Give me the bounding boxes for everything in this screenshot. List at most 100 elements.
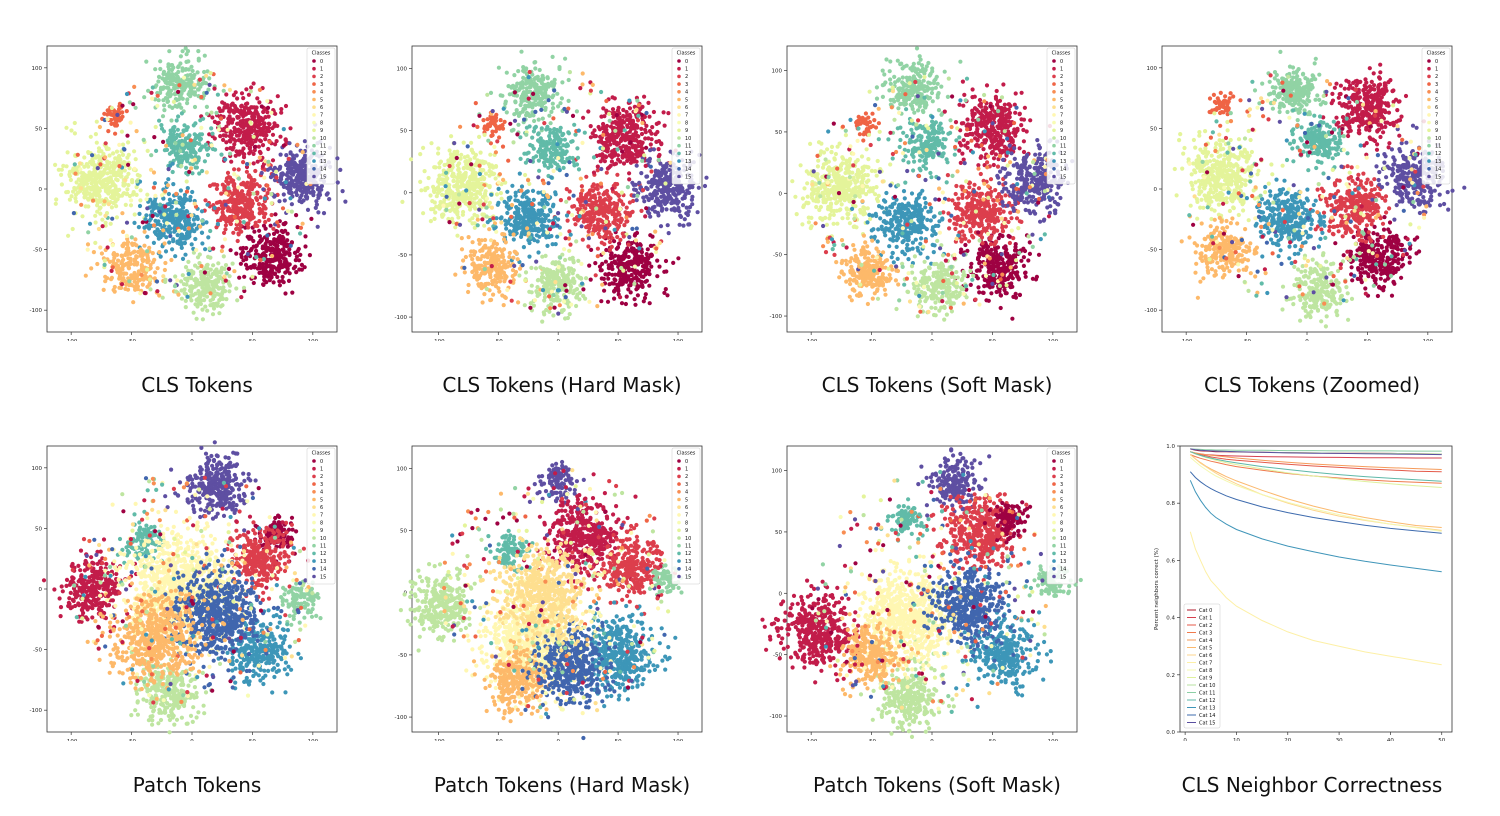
scatter-point — [122, 242, 126, 246]
scatter-point — [249, 215, 253, 219]
scatter-point — [279, 111, 283, 115]
scatter-point — [631, 210, 635, 214]
scatter-point — [536, 75, 540, 79]
legend-label: 15 — [320, 174, 326, 180]
scatter-point — [614, 214, 618, 218]
scatter-point — [654, 199, 658, 203]
scatter-point — [520, 80, 524, 84]
scatter-point — [519, 84, 523, 88]
scatter-point — [188, 90, 192, 94]
scatter-point — [157, 119, 161, 123]
scatter-point — [616, 122, 620, 126]
scatter-point — [232, 269, 236, 273]
scatter-point — [117, 286, 121, 290]
scatter-point — [263, 137, 267, 141]
scatter-point — [95, 174, 99, 178]
scatter-point — [72, 211, 76, 215]
scatter-point — [264, 206, 268, 210]
scatter-point — [239, 295, 243, 299]
scatter-point — [170, 216, 174, 220]
scatter-point — [624, 144, 628, 148]
scatter-point — [193, 132, 197, 136]
scatter-point — [200, 241, 204, 245]
scatter-point — [559, 126, 563, 130]
scatter-point — [455, 234, 459, 238]
scatter-point — [262, 176, 266, 180]
scatter-point — [183, 291, 187, 295]
scatter-point — [290, 160, 294, 164]
scatter-point — [184, 166, 188, 170]
scatter-point — [245, 266, 249, 270]
scatter-point — [166, 177, 170, 181]
scatter-point — [270, 246, 274, 250]
scatter-point — [523, 104, 527, 108]
scatter-point — [532, 119, 536, 123]
scatter-point — [598, 235, 602, 239]
scatter-point — [94, 192, 98, 196]
scatter-point — [289, 151, 293, 155]
scatter-point — [224, 191, 228, 195]
scatter-point — [210, 115, 214, 119]
scatter-point — [274, 251, 278, 255]
panel-caption: CLS Tokens — [17, 373, 377, 397]
scatter-point — [211, 312, 215, 316]
scatter-point — [602, 211, 606, 215]
scatter-point — [117, 164, 121, 168]
scatter-point — [537, 169, 541, 173]
scatter-point — [138, 291, 142, 295]
legend-marker — [312, 59, 316, 63]
scatter-point — [161, 114, 165, 118]
scatter-point — [193, 285, 197, 289]
scatter-point — [679, 215, 683, 219]
scatter-point — [115, 113, 119, 117]
scatter-point — [635, 231, 639, 235]
scatter-point — [109, 277, 113, 281]
scatter-point — [157, 98, 161, 102]
scatter-point — [266, 106, 270, 110]
scatter-point — [542, 156, 546, 160]
scatter-point — [184, 84, 188, 88]
scatter-point — [613, 206, 617, 210]
scatter-point — [168, 234, 172, 238]
scatter-point — [612, 221, 616, 225]
scatter-point — [459, 153, 463, 157]
scatter-point — [647, 115, 651, 119]
scatter-point — [287, 141, 291, 145]
scatter-point — [468, 207, 472, 211]
scatter-point — [98, 162, 102, 166]
scatter-point — [262, 271, 266, 275]
scatter-point — [138, 278, 142, 282]
scatter-point — [132, 149, 136, 153]
scatter-point — [647, 268, 651, 272]
scatter-point — [626, 135, 630, 139]
scatter-point — [596, 165, 600, 169]
scatter-point — [666, 223, 670, 227]
scatter-point — [152, 170, 156, 174]
scatter-point — [138, 198, 142, 202]
scatter-point — [203, 247, 207, 251]
scatter-point — [84, 274, 88, 278]
scatter-point — [282, 249, 286, 253]
scatter-point — [594, 273, 598, 277]
scatter-point — [288, 196, 292, 200]
scatter-point — [562, 166, 566, 170]
scatter-point — [605, 171, 609, 175]
scatter-point — [517, 88, 521, 92]
scatter-point — [645, 260, 649, 264]
legend-label: 11 — [320, 144, 326, 150]
scatter-point — [278, 135, 282, 139]
scatter-point — [142, 226, 146, 230]
scatter-point — [182, 123, 186, 127]
scatter-point — [604, 128, 608, 132]
scatter-point — [127, 153, 131, 157]
scatter-point — [261, 143, 265, 147]
scatter-point — [226, 186, 230, 190]
scatter-point — [131, 300, 135, 304]
scatter-point — [168, 136, 172, 140]
scatter-point — [76, 153, 80, 157]
scatter-point — [206, 235, 210, 239]
scatter-point — [295, 143, 299, 147]
scatter-point — [179, 54, 183, 58]
scatter-point — [167, 67, 171, 71]
scatter-point — [269, 272, 273, 276]
